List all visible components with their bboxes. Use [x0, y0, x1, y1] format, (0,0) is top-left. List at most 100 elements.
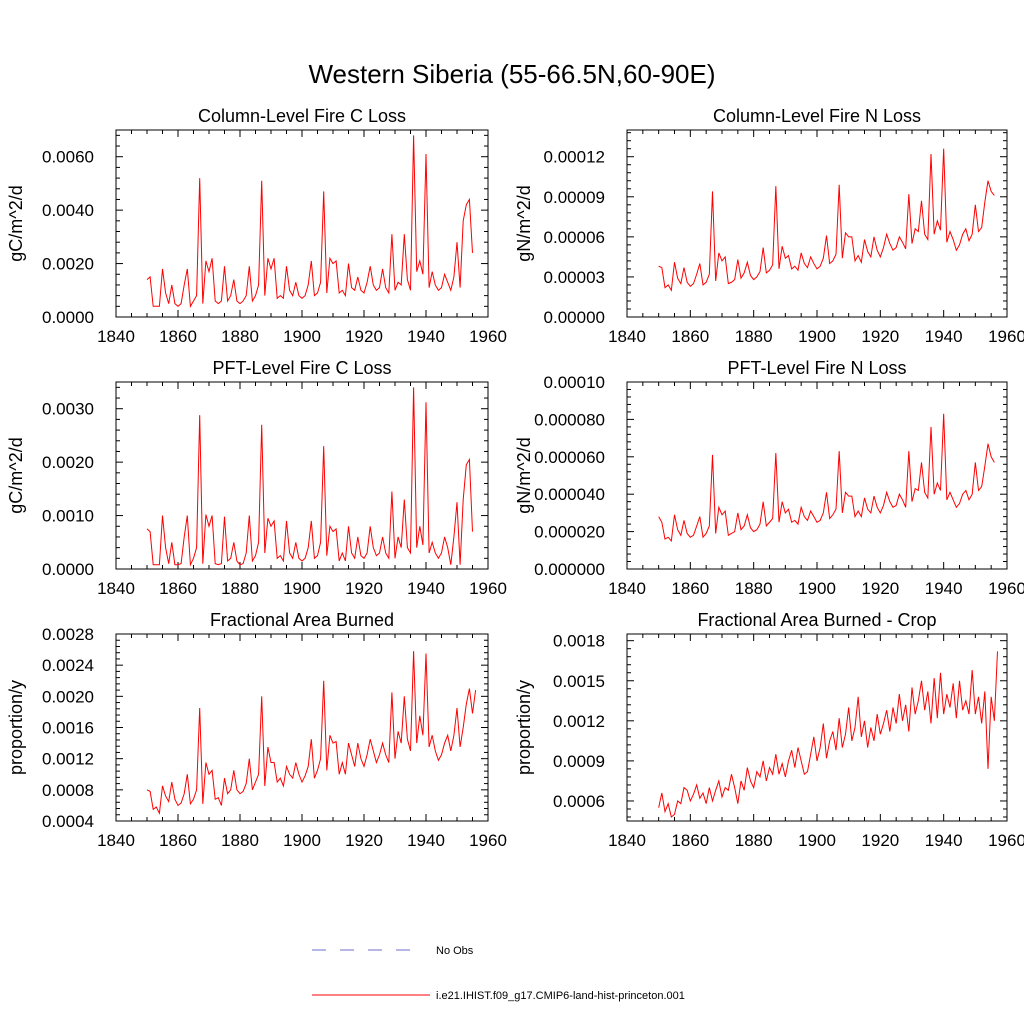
col-fire-n-ytick-label: 0.00003: [544, 268, 605, 287]
panels-container: Column-Level Fire C Loss 1840 1860 1880 1900…: [6, 106, 1024, 850]
area-burned-ytick-label: 0.0016: [42, 719, 94, 738]
area-burned-crop-xtick-label: 1860: [671, 831, 709, 850]
pft-fire-n-ytick-label: 0.00010: [544, 373, 605, 392]
area-burned-series-line: [146, 651, 477, 815]
area-burned-xtick-label: 1920: [345, 831, 383, 850]
area-burned-crop-ytick-label: 0.0009: [553, 752, 605, 771]
col-fire-c-series-line: [146, 135, 473, 308]
area-burned-ytick-label: 0.0028: [42, 625, 94, 644]
chart-pft-fire-c: PFT-Level Fire C Loss 1840 1860 1880 1900 192…: [6, 358, 507, 598]
col-fire-c-xtick-label: 1940: [407, 327, 445, 346]
col-fire-n-series-line: [658, 148, 995, 292]
pft-fire-c-ytick-label: 0.0020: [42, 453, 94, 472]
area-burned-crop-xtick-label: 1920: [861, 831, 899, 850]
area-burned-ytick-label: 0.0024: [42, 656, 94, 675]
area-burned-crop-ytick-label: 0.0006: [553, 792, 605, 811]
area-burned-crop-plot-frame: [626, 633, 1008, 822]
pft-fire-n-xtick-label: 1900: [798, 579, 836, 598]
pft-fire-c-ytick-label: 0.0030: [42, 400, 94, 419]
chart-area-burned-crop: Fractional Area Burned - Crop 1840 1860 188…: [514, 610, 1024, 850]
area-burned-xtick-label: 1880: [221, 831, 259, 850]
col-fire-n-xtick-label: 1900: [798, 327, 836, 346]
col-fire-n-ytick-label: 0.00009: [544, 188, 605, 207]
pft-fire-c-xtick-label: 1960: [469, 579, 507, 598]
pft-fire-n-xtick-label: 1840: [608, 579, 646, 598]
area-burned-ylabel: proportion/y: [6, 680, 26, 775]
col-fire-c-ytick-label: 0.0040: [42, 201, 94, 220]
area-burned-crop-xtick-label: 1940: [925, 831, 963, 850]
area-burned-ytick-label: 0.0020: [42, 687, 94, 706]
col-fire-c-xtick-label: 1960: [469, 327, 507, 346]
area-burned-xtick-label: 1940: [407, 831, 445, 850]
area-burned-crop-ytick-label: 0.0018: [553, 632, 605, 651]
pft-fire-n-ytick-label: 0.000060: [534, 448, 605, 467]
area-burned-crop-ytick-label: 0.0012: [553, 712, 605, 731]
col-fire-n-title: Column-Level Fire N Loss: [713, 106, 921, 126]
col-fire-n-xtick-label: 1940: [925, 327, 963, 346]
col-fire-c-ytick-label: 0.0060: [42, 148, 94, 167]
area-burned-ytick-label: 0.0004: [42, 812, 94, 831]
col-fire-c-plot-frame: [115, 129, 489, 318]
chart-pft-fire-n: PFT-Level Fire N Loss 1840 1860 1880 1900 192…: [514, 358, 1024, 598]
legend: No Obs i.e21.IHIST.f09_g17.CMIP6-land-hi…: [312, 945, 685, 1002]
col-fire-n-xtick-label: 1860: [671, 327, 709, 346]
col-fire-n-ylabel: gN/m^2/d: [514, 185, 534, 261]
col-fire-n-ytick-label: 0.00006: [544, 228, 605, 247]
area-burned-crop-xtick-label: 1840: [608, 831, 646, 850]
area-burned-crop-ylabel: proportion/y: [514, 680, 534, 775]
pft-fire-c-ytick-label: 0.0000: [42, 560, 94, 579]
legend-run-label: i.e21.IHIST.f09_g17.CMIP6-land-hist-prin…: [436, 990, 685, 1002]
area-burned-title: Fractional Area Burned: [210, 610, 394, 630]
area-burned-ytick-label: 0.0012: [42, 750, 94, 769]
chart-area-burned: Fractional Area Burned 1840 1860 1880 1900 19…: [6, 610, 507, 850]
pft-fire-c-xtick-label: 1900: [283, 579, 321, 598]
pft-fire-n-plot-frame: [626, 381, 1008, 570]
pft-fire-n-xtick-label: 1860: [671, 579, 709, 598]
pft-fire-n-ytick-label: 0.000080: [534, 410, 605, 429]
area-burned-crop-xtick-label: 1960: [988, 831, 1024, 850]
col-fire-n-ytick-label: 0.00000: [544, 308, 605, 327]
col-fire-c-ytick-label: 0.0000: [42, 308, 94, 327]
col-fire-c-ytick-label: 0.0020: [42, 255, 94, 274]
col-fire-c-title: Column-Level Fire C Loss: [198, 106, 406, 126]
area-burned-xtick-label: 1900: [283, 831, 321, 850]
area-burned-ytick-label: 0.0008: [42, 781, 94, 800]
pft-fire-n-series-line: [658, 413, 995, 543]
pft-fire-c-ytick-label: 0.0010: [42, 507, 94, 526]
figure-title: Western Siberia (55-66.5N,60-90E): [308, 59, 715, 89]
area-burned-plot-frame: [115, 633, 489, 822]
pft-fire-n-title: PFT-Level Fire N Loss: [727, 358, 906, 378]
col-fire-n-plot-frame: [626, 129, 1008, 318]
area-burned-xtick-label: 1960: [469, 831, 507, 850]
area-burned-xtick-label: 1840: [97, 831, 135, 850]
pft-fire-c-xtick-label: 1860: [159, 579, 197, 598]
pft-fire-c-series-line: [146, 387, 473, 567]
pft-fire-n-ytick-label: 0.000000: [534, 560, 605, 579]
pft-fire-c-ylabel: gC/m^2/d: [6, 437, 26, 513]
pft-fire-n-xtick-label: 1880: [735, 579, 773, 598]
chart-col-fire-n: Column-Level Fire N Loss 1840 1860 1880 1900…: [514, 106, 1024, 346]
chart-col-fire-c: Column-Level Fire C Loss 1840 1860 1880 1900…: [6, 106, 507, 346]
pft-fire-c-xtick-label: 1840: [97, 579, 135, 598]
col-fire-c-ylabel: gC/m^2/d: [6, 185, 26, 261]
col-fire-n-ytick-label: 0.00012: [544, 148, 605, 167]
col-fire-n-xtick-label: 1960: [988, 327, 1024, 346]
pft-fire-n-ytick-label: 0.000020: [534, 523, 605, 542]
area-burned-xtick-label: 1860: [159, 831, 197, 850]
pft-fire-n-xtick-label: 1940: [925, 579, 963, 598]
area-burned-crop-series-line: [658, 651, 998, 818]
legend-no-obs-label: No Obs: [436, 945, 474, 957]
col-fire-n-xtick-label: 1920: [861, 327, 899, 346]
pft-fire-c-title: PFT-Level Fire C Loss: [212, 358, 391, 378]
pft-fire-n-ytick-label: 0.000040: [534, 485, 605, 504]
col-fire-c-xtick-label: 1880: [221, 327, 259, 346]
pft-fire-n-xtick-label: 1920: [861, 579, 899, 598]
pft-fire-c-xtick-label: 1880: [221, 579, 259, 598]
pft-fire-n-xtick-label: 1960: [988, 579, 1024, 598]
pft-fire-n-ylabel: gN/m^2/d: [514, 437, 534, 513]
col-fire-c-xtick-label: 1860: [159, 327, 197, 346]
area-burned-crop-xtick-label: 1880: [735, 831, 773, 850]
col-fire-n-xtick-label: 1880: [735, 327, 773, 346]
col-fire-c-xtick-label: 1840: [97, 327, 135, 346]
